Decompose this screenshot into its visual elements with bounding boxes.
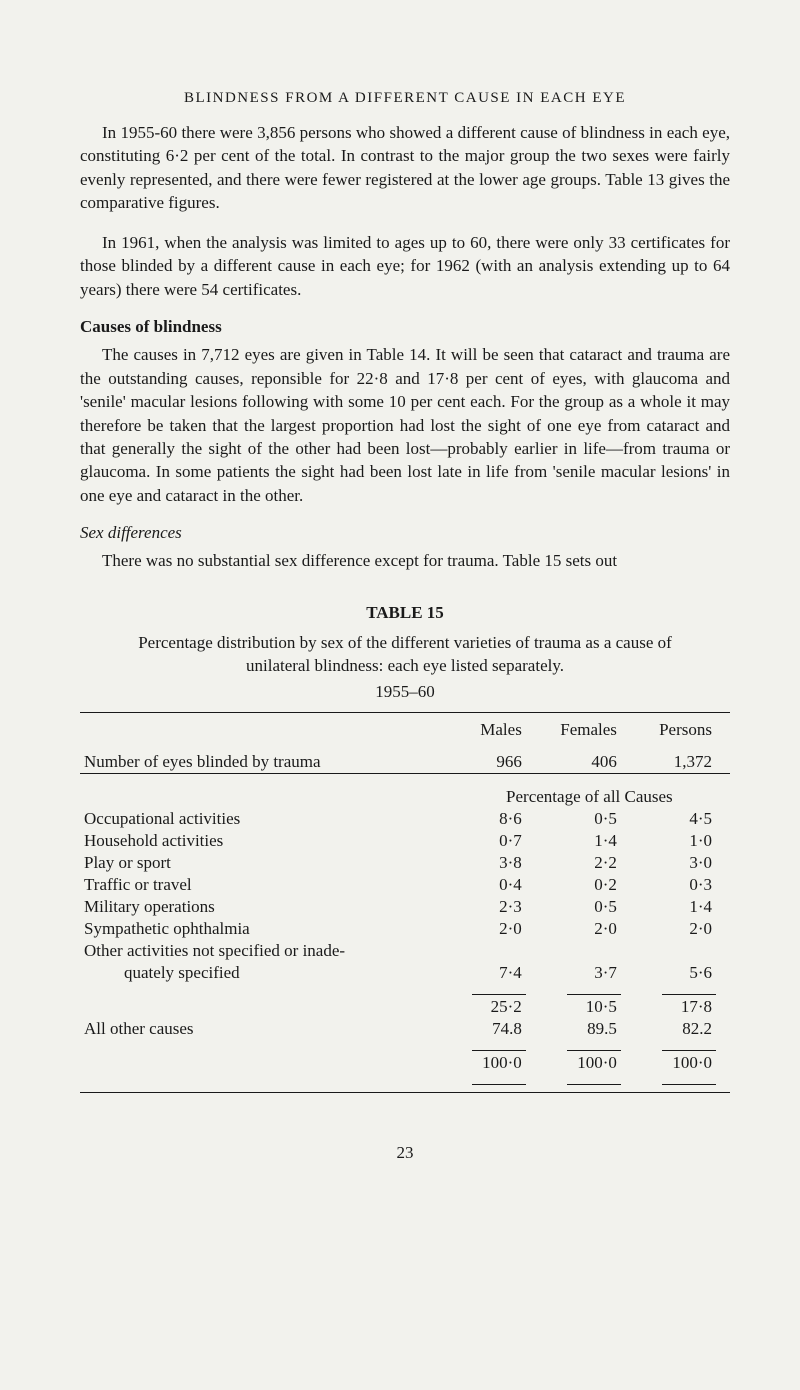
table-row: Play or sport 3·8 2·2 3·0 (80, 852, 730, 874)
cell: 1·4 (635, 896, 730, 918)
paragraph: The causes in 7,712 eyes are given in Ta… (80, 343, 730, 507)
row-label: Traffic or travel (80, 874, 445, 896)
document-page: BLINDNESS FROM A DIFFERENT CAUSE IN EACH… (0, 0, 800, 1390)
cell: 7·4 (445, 962, 540, 984)
subheading-sex: Sex differences (80, 523, 730, 543)
cell: 966 (445, 751, 540, 774)
cell: 5·6 (635, 962, 730, 984)
cell: 0·5 (540, 896, 635, 918)
table-header-row: Males Females Persons (80, 719, 730, 741)
cell: 25·2 (445, 996, 540, 1018)
cell: 0·4 (445, 874, 540, 896)
cell: 0·2 (540, 874, 635, 896)
table-rule (80, 712, 730, 713)
cell: 0·3 (635, 874, 730, 896)
row-label: All other causes (80, 1018, 445, 1040)
row-label: Number of eyes blinded by trauma (80, 751, 445, 774)
paragraph: In 1961, when the analysis was limited t… (80, 231, 730, 301)
cell: 3·8 (445, 852, 540, 874)
table-row: Other activities not specified or inade- (80, 940, 730, 962)
cell: 8·6 (445, 808, 540, 830)
cell: 0·5 (540, 808, 635, 830)
page-number: 23 (80, 1143, 730, 1163)
table-rule (80, 1092, 730, 1093)
table-row: Traffic or travel 0·4 0·2 0·3 (80, 874, 730, 896)
cell: 89.5 (540, 1018, 635, 1040)
cell: 100·0 (445, 1052, 540, 1074)
table-title: TABLE 15 (80, 603, 730, 623)
table-row: Household activities 0·7 1·4 1·0 (80, 830, 730, 852)
cell: 74.8 (445, 1018, 540, 1040)
paragraph: There was no substantial sex difference … (80, 549, 730, 572)
data-table: Males Females Persons Number of eyes bli… (80, 719, 730, 1086)
table-row: Occupational activities 8·6 0·5 4·5 (80, 808, 730, 830)
table-caption: Percentage distribution by sex of the di… (115, 631, 695, 678)
table-row: Military operations 2·3 0·5 1·4 (80, 896, 730, 918)
cell: 2·0 (540, 918, 635, 940)
table-subheader-row: Percentage of all Causes (80, 786, 730, 808)
cell: 100·0 (540, 1052, 635, 1074)
cell: 10·5 (540, 996, 635, 1018)
cell: 0·7 (445, 830, 540, 852)
paragraph: In 1955-60 there were 3,856 persons who … (80, 121, 730, 215)
table-row: Sympathetic ophthalmia 2·0 2·0 2·0 (80, 918, 730, 940)
table-years: 1955–60 (80, 682, 730, 702)
row-label: Occupational activities (80, 808, 445, 830)
pct-header: Percentage of all Causes (445, 786, 730, 808)
row-label: quately specified (80, 962, 445, 984)
table-row: All other causes 74.8 89.5 82.2 (80, 1018, 730, 1040)
table-row: quately specified 7·4 3·7 5·6 (80, 962, 730, 984)
cell: 82.2 (635, 1018, 730, 1040)
col-header-females: Females (540, 719, 635, 741)
cell: 4·5 (635, 808, 730, 830)
row-label: Household activities (80, 830, 445, 852)
cell: 17·8 (635, 996, 730, 1018)
row-label: Play or sport (80, 852, 445, 874)
col-header-males: Males (445, 719, 540, 741)
cell: 2·2 (540, 852, 635, 874)
cell: 3·7 (540, 962, 635, 984)
cell: 1,372 (635, 751, 730, 774)
row-label: Other activities not specified or inade- (80, 940, 445, 962)
table-row: Number of eyes blinded by trauma 966 406… (80, 751, 730, 774)
col-header-persons: Persons (635, 719, 730, 741)
cell: 406 (540, 751, 635, 774)
cell: 100·0 (635, 1052, 730, 1074)
cell: 2·3 (445, 896, 540, 918)
cell: 2·0 (445, 918, 540, 940)
table-row-subtotal: 25·2 10·5 17·8 (80, 996, 730, 1018)
table-rule-partial (80, 1084, 730, 1086)
cell: 3·0 (635, 852, 730, 874)
row-label: Sympathetic ophthalmia (80, 918, 445, 940)
row-label: Military operations (80, 896, 445, 918)
cell: 2·0 (635, 918, 730, 940)
table-row-total: 100·0 100·0 100·0 (80, 1052, 730, 1074)
subheading-causes: Causes of blindness (80, 317, 730, 337)
cell: 1·4 (540, 830, 635, 852)
cell: 1·0 (635, 830, 730, 852)
section-title: BLINDNESS FROM A DIFFERENT CAUSE IN EACH… (80, 90, 730, 107)
